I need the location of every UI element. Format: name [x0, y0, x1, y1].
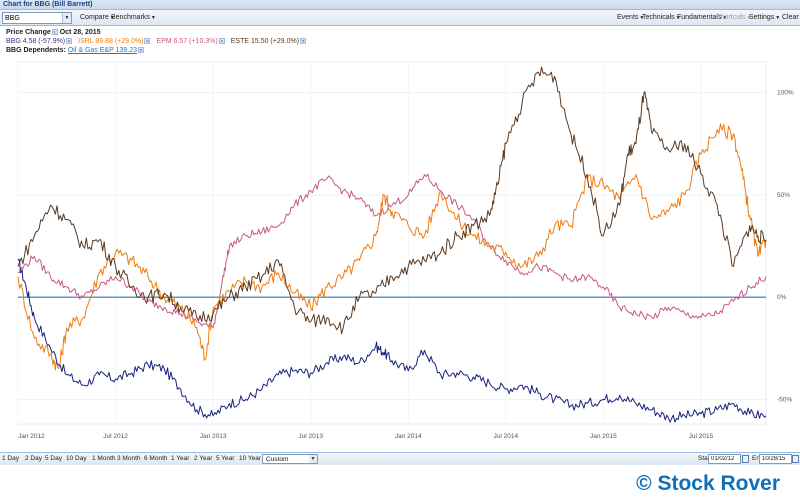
shortcuts-label: Shortcuts: [716, 14, 746, 21]
shortcuts-menu-button[interactable]: Shortcuts▼: [716, 13, 752, 23]
fundamentals-label: Fundamentals: [677, 14, 722, 21]
settings-label: Settings: [749, 14, 775, 21]
window-title: Chart for BBG (Bill Barrett): [3, 1, 93, 8]
x-tick-label: Jan 2012: [18, 433, 45, 440]
close-icon[interactable]: ×: [138, 47, 144, 55]
legend-series-1[interactable]: ISRL 89.88 (+29.0%) ×: [78, 38, 151, 46]
range-button[interactable]: 10 Year: [239, 455, 262, 462]
plot-area: [17, 61, 767, 425]
info-icon[interactable]: i: [51, 29, 58, 36]
dependents-item-link[interactable]: Oil & Gas E&P 139.23: [67, 47, 137, 54]
end-date-label: End: [752, 455, 764, 462]
range-select[interactable]: Custom ▼: [262, 454, 318, 464]
close-icon[interactable]: ×: [300, 38, 307, 46]
window-title-bar: Chart for BBG (Bill Barrett): [0, 0, 800, 10]
range-button[interactable]: 10 Day: [66, 455, 87, 462]
price-chart[interactable]: 100% 50% 0% -50% Jan 2012 Jul 2012 Jan 2013 Jul…: [0, 58, 800, 446]
events-label: Events: [617, 14, 639, 21]
series-line-bbg: [17, 258, 767, 423]
x-tick-label: Jul 2013: [298, 433, 323, 440]
range-button[interactable]: 6 Month: [144, 455, 168, 462]
price-change-header: Price Change i Oct 28, 2015: [6, 28, 101, 37]
chevron-down-icon[interactable]: ▼: [62, 13, 71, 23]
compare-menu-button[interactable]: Compare▼: [80, 13, 115, 23]
legend-series-0[interactable]: BBG 4.58 (-57.9%) ×: [6, 38, 73, 46]
end-date-input[interactable]: [759, 454, 792, 464]
chart-toolbar: ▼ Compare▼ Benchmarks▼ Events▼ Technical…: [0, 10, 800, 26]
range-button[interactable]: 5 Year: [216, 455, 235, 462]
series-line-este: [17, 66, 767, 335]
x-tick-label: Jul 2012: [103, 433, 128, 440]
chevron-down-icon: ▼: [775, 15, 781, 21]
legend-series-2[interactable]: EPM 6.57 (+10.3%) ×: [156, 38, 225, 46]
y-tick-label: 0%: [777, 294, 787, 301]
dependents-label: BBG Dependents:: [6, 47, 66, 54]
x-tick-label: Jan 2013: [200, 433, 227, 440]
technicals-menu-button[interactable]: Technicals▼: [642, 13, 681, 23]
chevron-down-icon[interactable]: ▼: [309, 455, 317, 463]
close-icon[interactable]: ×: [218, 38, 225, 46]
range-button[interactable]: 5 Day: [45, 455, 62, 462]
y-tick-label: 50%: [777, 192, 790, 199]
range-toolbar: 1 Day 2 Day 5 Day 10 Day 1 Month 3 Month 6 Mon…: [0, 452, 800, 465]
chevron-down-icon: ▼: [675, 15, 681, 21]
y-tick-label: -50%: [777, 396, 792, 403]
range-button[interactable]: 1 Month: [92, 455, 116, 462]
chevron-down-icon: ▼: [109, 15, 115, 21]
price-change-label: Price Change: [6, 29, 51, 36]
technicals-label: Technicals: [642, 14, 675, 21]
y-tick-label: 100%: [777, 90, 794, 97]
range-button[interactable]: 2 Year: [194, 455, 213, 462]
dependents-legend: BBG Dependents: Oil & Gas E&P 139.23 ×: [6, 46, 144, 55]
start-date-label: Start: [698, 455, 712, 462]
range-select-value: Custom: [266, 456, 289, 463]
clear-label: Clear: [782, 14, 799, 21]
chevron-down-icon: ▼: [722, 15, 728, 21]
series-line-isrl: [17, 123, 767, 371]
range-button[interactable]: 3 Month: [117, 455, 141, 462]
calendar-icon[interactable]: [792, 455, 799, 463]
stock-rover-watermark: © Stock Rover: [636, 472, 780, 495]
x-tick-label: Jan 2015: [590, 433, 617, 440]
benchmarks-menu-button[interactable]: Benchmarks▼: [111, 13, 156, 23]
chevron-down-icon: ▼: [150, 15, 156, 21]
settings-menu-button[interactable]: Settings▼: [749, 13, 780, 23]
fundamentals-menu-button[interactable]: Fundamentals▼: [677, 13, 727, 23]
close-icon[interactable]: ×: [66, 38, 73, 46]
legend-series-3[interactable]: ESTE 15.50 (+29.0%) ×: [230, 38, 307, 46]
series-legend: BBG 4.58 (-57.9%) × ISRL 89.88 (+29.0%) × EP…: [6, 37, 312, 46]
benchmarks-label: Benchmarks: [111, 14, 150, 21]
price-chart-svg: 100% 50% 0% -50% Jan 2012 Jul 2012 Jan 2013 Jul…: [17, 61, 794, 440]
range-button[interactable]: 2 Day: [25, 455, 42, 462]
symbol-combobox[interactable]: ▼: [2, 12, 72, 24]
x-tick-label: Jul 2014: [494, 433, 519, 440]
chevron-down-icon: ▼: [746, 15, 752, 21]
clear-button[interactable]: Clear: [782, 13, 799, 23]
legend-series-label: EPM 6.57 (+10.3%): [156, 38, 218, 45]
x-tick-label: Jul 2015: [689, 433, 714, 440]
range-button[interactable]: 1 Day: [2, 455, 19, 462]
compare-label: Compare: [80, 14, 109, 21]
symbol-input[interactable]: [3, 13, 63, 23]
chevron-down-icon: ▼: [639, 15, 645, 21]
x-tick-label: Jan 2014: [395, 433, 422, 440]
range-button[interactable]: 1 Year: [171, 455, 190, 462]
start-date-input[interactable]: [708, 454, 741, 464]
series-line-epm: [17, 173, 767, 329]
calendar-icon[interactable]: [742, 455, 749, 463]
price-change-date: Oct 28, 2015: [59, 29, 101, 36]
close-icon[interactable]: ×: [144, 38, 151, 46]
events-menu-button[interactable]: Events▼: [617, 13, 644, 23]
legend-series-label: ISRL 89.88 (+29.0%): [78, 38, 144, 45]
legend-series-label: ESTE 15.50 (+29.0%): [230, 38, 300, 45]
legend-series-label: BBG 4.58 (-57.9%): [6, 38, 66, 45]
